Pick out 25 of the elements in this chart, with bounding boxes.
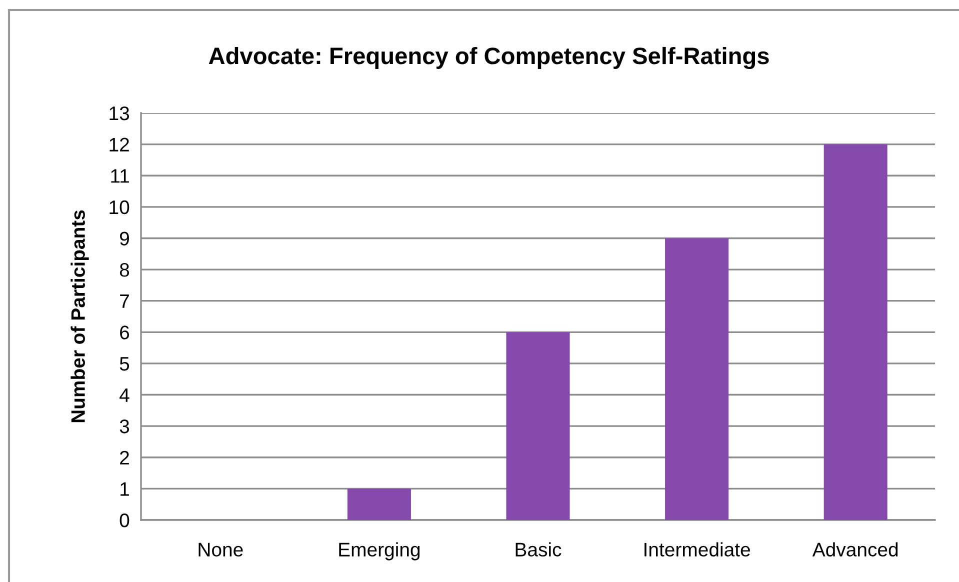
- y-tick-label: 0: [120, 513, 130, 528]
- y-tick-label: 9: [120, 232, 129, 246]
- x-tick-label: Basic: [516, 542, 562, 557]
- chart-title: Advocate: Frequency of Competency Self-Ratings: [208, 46, 769, 70]
- y-tick-label: 11: [111, 169, 129, 183]
- y-tick-label: 1: [120, 482, 129, 496]
- y-tick-label: 13: [110, 106, 130, 120]
- y-tick-label: 6: [120, 326, 130, 340]
- bar: [665, 238, 729, 520]
- x-tick-label: Intermediate: [644, 542, 750, 557]
- y-tick-label: 2: [120, 450, 129, 464]
- bar: [347, 488, 411, 520]
- bar: [506, 332, 570, 520]
- y-tick-label: 5: [120, 357, 130, 371]
- y-tick-label: 7: [120, 294, 129, 308]
- y-tick-label: 12: [110, 138, 129, 152]
- x-tick-label: Emerging: [339, 542, 420, 560]
- bar: [824, 144, 888, 520]
- x-tick-label: Advanced: [812, 542, 898, 557]
- x-tick-label: None: [198, 542, 243, 557]
- y-tick-label: 10: [110, 200, 130, 214]
- y-tick-label: 3: [120, 420, 130, 434]
- y-axis-title: Number of Participants: [70, 210, 89, 422]
- y-tick-label: 8: [120, 263, 130, 277]
- y-tick-label: 4: [120, 388, 130, 402]
